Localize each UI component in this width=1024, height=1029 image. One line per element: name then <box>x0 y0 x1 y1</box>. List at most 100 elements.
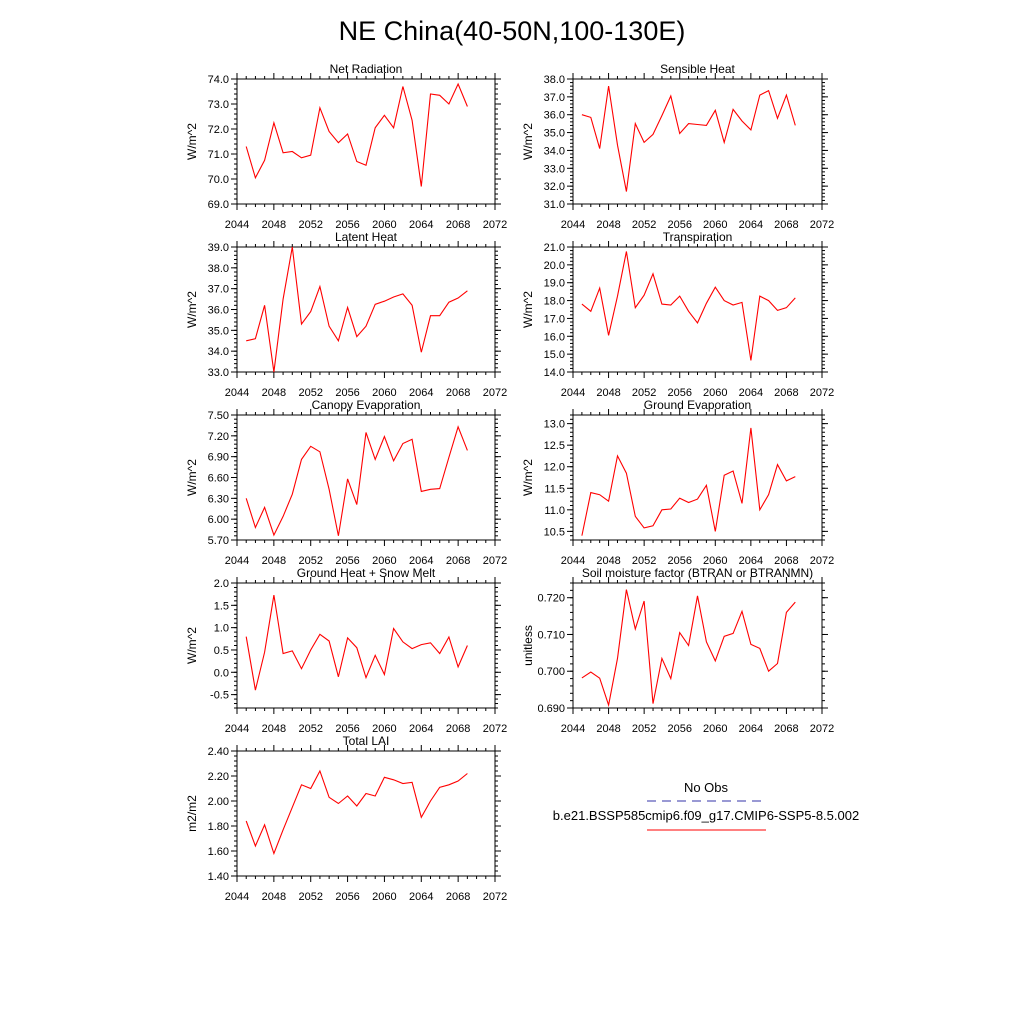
y-tick-label: 36.0 <box>544 110 565 122</box>
series-line-1 <box>245 595 468 691</box>
y-tick-label: -0.5 <box>210 690 229 702</box>
y-tick-label: 31.0 <box>544 199 565 211</box>
x-tick-label: 2044 <box>225 387 249 399</box>
x-tick-label: 2048 <box>596 723 620 735</box>
y-axis-label: W/m^2 <box>521 123 535 160</box>
y-tick-label: 2.0 <box>214 578 229 590</box>
x-tick-label: 2052 <box>298 891 322 903</box>
x-tick-label: 2064 <box>409 891 433 903</box>
chart-panel-3: Latent Heat W/m^2 2044 2048 2052 2056 2060 2064… <box>185 230 507 399</box>
x-tick-label: 2068 <box>446 723 470 735</box>
x-tick-label: 2072 <box>810 387 834 399</box>
y-axis-label: W/m^2 <box>185 627 199 664</box>
x-tick-label: 2048 <box>262 555 286 567</box>
x-tick-label: 2072 <box>810 219 834 231</box>
plot-frame <box>572 246 823 373</box>
plot-frame <box>236 750 496 877</box>
x-tick-label: 2060 <box>372 219 396 231</box>
y-axis-label: W/m^2 <box>185 123 199 160</box>
x-tick-label: 2060 <box>703 555 727 567</box>
x-tick-label: 2056 <box>667 723 691 735</box>
series-line-1 <box>581 86 796 192</box>
x-tick-label: 2052 <box>298 387 322 399</box>
series-line-1 <box>581 251 796 361</box>
x-tick-label: 2068 <box>774 723 798 735</box>
x-tick-label: 2052 <box>298 555 322 567</box>
y-tick-label: 34.0 <box>544 145 565 157</box>
y-tick-label: 1.80 <box>208 821 229 833</box>
x-tick-label: 2052 <box>632 387 656 399</box>
x-tick-label: 2064 <box>409 219 433 231</box>
x-tick-label: 2060 <box>703 387 727 399</box>
chart-panel-8: Soil moisture factor (BTRAN or BTRANMN) u… <box>521 566 834 735</box>
x-tick-label: 2048 <box>262 387 286 399</box>
x-tick-label: 2048 <box>596 555 620 567</box>
x-tick-label: 2056 <box>335 891 359 903</box>
chart-title: Net Radiation <box>330 62 403 76</box>
x-tick-label: 2064 <box>739 723 763 735</box>
y-axis-label: W/m^2 <box>521 291 535 328</box>
x-tick-label: 2056 <box>667 555 691 567</box>
y-tick-label: 6.90 <box>208 452 229 464</box>
x-tick-label: 2064 <box>739 555 763 567</box>
y-tick-label: 0.720 <box>537 593 565 605</box>
x-tick-label: 2052 <box>298 723 322 735</box>
y-tick-label: 0.0 <box>214 667 229 679</box>
x-tick-label: 2064 <box>409 723 433 735</box>
figure-title: NE China(40-50N,100-130E) <box>339 16 686 46</box>
x-tick-label: 2056 <box>335 723 359 735</box>
x-tick-label: 2072 <box>483 723 507 735</box>
y-tick-label: 6.60 <box>208 473 229 485</box>
x-tick-label: 2052 <box>632 555 656 567</box>
y-tick-label: 1.60 <box>208 846 229 858</box>
y-tick-label: 33.0 <box>208 367 229 379</box>
x-tick-label: 2044 <box>561 387 585 399</box>
chart-title: Canopy Evaporation <box>312 398 421 412</box>
y-tick-label: 39.0 <box>208 242 229 254</box>
x-tick-label: 2068 <box>774 387 798 399</box>
y-tick-label: 34.0 <box>208 346 229 358</box>
x-tick-label: 2064 <box>739 387 763 399</box>
series-line-1 <box>581 589 796 708</box>
x-tick-label: 2068 <box>446 387 470 399</box>
x-tick-label: 2064 <box>409 555 433 567</box>
x-tick-label: 2048 <box>262 891 286 903</box>
plot-frame <box>236 246 496 373</box>
y-tick-label: 6.30 <box>208 493 229 505</box>
y-axis-label: unitless <box>521 625 535 666</box>
x-tick-label: 2044 <box>561 723 585 735</box>
y-tick-label: 20.0 <box>544 260 565 272</box>
y-axis-label: W/m^2 <box>185 459 199 496</box>
plot-frame <box>572 582 823 709</box>
legend-case-label: b.e21.BSSP585cmip6.f09_g17.CMIP6-SSP5-8.… <box>553 808 859 823</box>
x-tick-label: 2044 <box>561 219 585 231</box>
y-tick-label: 5.70 <box>208 535 229 547</box>
y-tick-label: 38.0 <box>208 263 229 275</box>
y-axis-label: m2/m2 <box>185 795 199 832</box>
x-tick-label: 2068 <box>446 219 470 231</box>
y-tick-label: 16.0 <box>544 331 565 343</box>
x-tick-label: 2044 <box>561 555 585 567</box>
y-tick-label: 74.0 <box>208 74 229 86</box>
x-tick-label: 2072 <box>483 891 507 903</box>
x-tick-label: 2068 <box>774 555 798 567</box>
series-line-1 <box>245 82 468 187</box>
x-tick-label: 2056 <box>667 387 691 399</box>
y-tick-label: 38.0 <box>544 74 565 86</box>
chart-title: Total LAI <box>343 734 390 748</box>
y-tick-label: 11.0 <box>544 505 565 517</box>
x-tick-label: 2060 <box>372 891 396 903</box>
y-tick-label: 70.0 <box>208 174 229 186</box>
y-tick-label: 14.0 <box>544 367 565 379</box>
x-tick-label: 2072 <box>483 555 507 567</box>
y-tick-label: 73.0 <box>208 99 229 111</box>
x-tick-label: 2052 <box>632 219 656 231</box>
chart-panel-9: Total LAI m2/m2 2044 2048 2052 2056 2060 2064 20… <box>185 734 507 903</box>
x-tick-label: 2072 <box>810 555 834 567</box>
x-tick-label: 2064 <box>739 219 763 231</box>
x-tick-label: 2052 <box>298 219 322 231</box>
y-tick-label: 32.0 <box>544 181 565 193</box>
x-tick-label: 2052 <box>632 723 656 735</box>
y-tick-label: 1.5 <box>214 600 229 612</box>
